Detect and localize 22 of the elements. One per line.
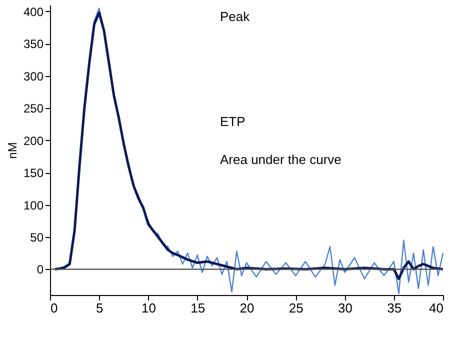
x-tick-label: 5 <box>96 300 104 316</box>
y-tick-label: 0 <box>36 262 44 277</box>
y-tick-label: 150 <box>23 166 44 180</box>
x-tick-label: 0 <box>50 300 58 316</box>
y-tick-label: 250 <box>23 102 44 116</box>
x-tick-label: 20 <box>240 300 254 316</box>
x-tick-label: 35 <box>387 300 402 316</box>
x-tick-label: 10 <box>142 300 156 316</box>
x-tick-label: 15 <box>190 300 206 316</box>
annotation: ETP <box>220 114 246 129</box>
y-tick-label: 350 <box>23 37 44 52</box>
y-axis-title: nM <box>5 142 20 159</box>
y-tick-label: 50 <box>30 230 44 244</box>
y-tick-label: 300 <box>23 69 44 84</box>
annotation: Area under the curve <box>220 152 342 167</box>
annotation: Peak <box>220 9 250 24</box>
x-tick-label: 40 <box>429 300 444 316</box>
y-tick-label: 200 <box>23 134 44 148</box>
x-tick-label: 30 <box>338 300 352 316</box>
y-tick-label: 100 <box>23 198 44 212</box>
y-tick-label: 400 <box>23 4 44 19</box>
x-tick-label: 25 <box>288 300 304 316</box>
